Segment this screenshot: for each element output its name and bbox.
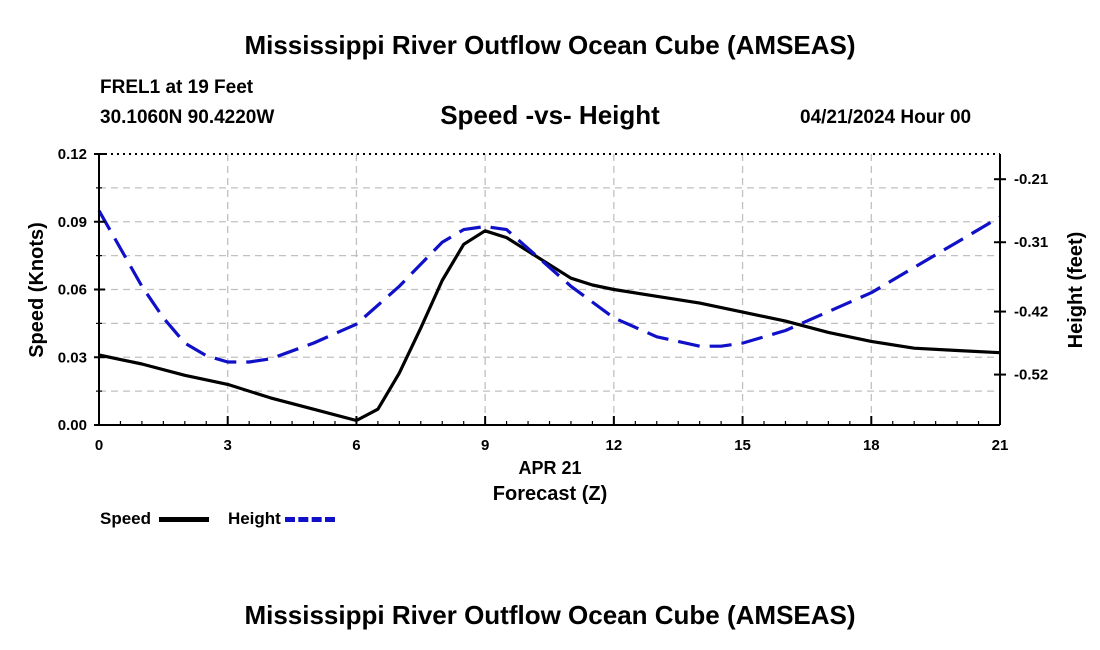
- x-tick-label: 3: [224, 437, 232, 454]
- x-tick-label: 12: [606, 437, 623, 454]
- y-right-tick-label: -0.21: [1014, 171, 1048, 188]
- main-title: Mississippi River Outflow Ocean Cube (AM…: [244, 30, 856, 60]
- y-left-tick-label: 0.09: [58, 214, 87, 231]
- tick-layer: 0 3 6 9 12 15 18 21 0.00 0.03 0.06 0.09 0.12 -0.21 -0.…: [58, 146, 1048, 454]
- series-layer: [97, 209, 1001, 423]
- legend-height-label: Height: [227, 509, 281, 528]
- series-line-speed: [98, 229, 1001, 423]
- x-tick-label: 0: [95, 437, 103, 454]
- x-tick-label: 6: [352, 437, 360, 454]
- y-right-tick-label: -0.52: [1014, 367, 1048, 384]
- y-axis-label-left: Speed (Knots): [26, 222, 48, 358]
- legend-speed-swatch: [159, 517, 210, 523]
- footer-title: Mississippi River Outflow Ocean Cube (AM…: [244, 600, 856, 630]
- chart-title: Speed -vs- Height: [440, 100, 660, 130]
- x-tick-label: 18: [863, 437, 880, 454]
- coordinates-label: 30.1060N 90.4220W: [100, 107, 275, 128]
- y-left-tick-label: 0.00: [58, 417, 87, 434]
- x-tick-label: 15: [734, 437, 751, 454]
- y-left-tick-label: 0.03: [58, 349, 87, 366]
- y-left-tick-label: 0.06: [58, 282, 87, 299]
- x-axis-label: Forecast (Z): [492, 483, 608, 505]
- series-line-height: [97, 209, 1001, 364]
- x-tick-label: 21: [992, 437, 1009, 454]
- y-right-tick-label: -0.31: [1014, 234, 1048, 251]
- y-right-tick-label: -0.42: [1014, 304, 1048, 321]
- legend-speed-label: Speed: [100, 509, 152, 528]
- legend: Speed Height: [100, 509, 336, 529]
- y-left-tick-label: 0.12: [58, 146, 87, 163]
- grid-layer: [99, 154, 1000, 425]
- x-date-label: APR 21: [518, 458, 582, 478]
- legend-height-swatch: [285, 517, 336, 523]
- y-axis-label-right: Height (feet): [1065, 232, 1087, 349]
- datetime-label: 04/21/2024 Hour 00: [800, 107, 972, 128]
- station-label: FREL1 at 19 Feet: [100, 77, 254, 98]
- x-tick-label: 9: [481, 437, 489, 454]
